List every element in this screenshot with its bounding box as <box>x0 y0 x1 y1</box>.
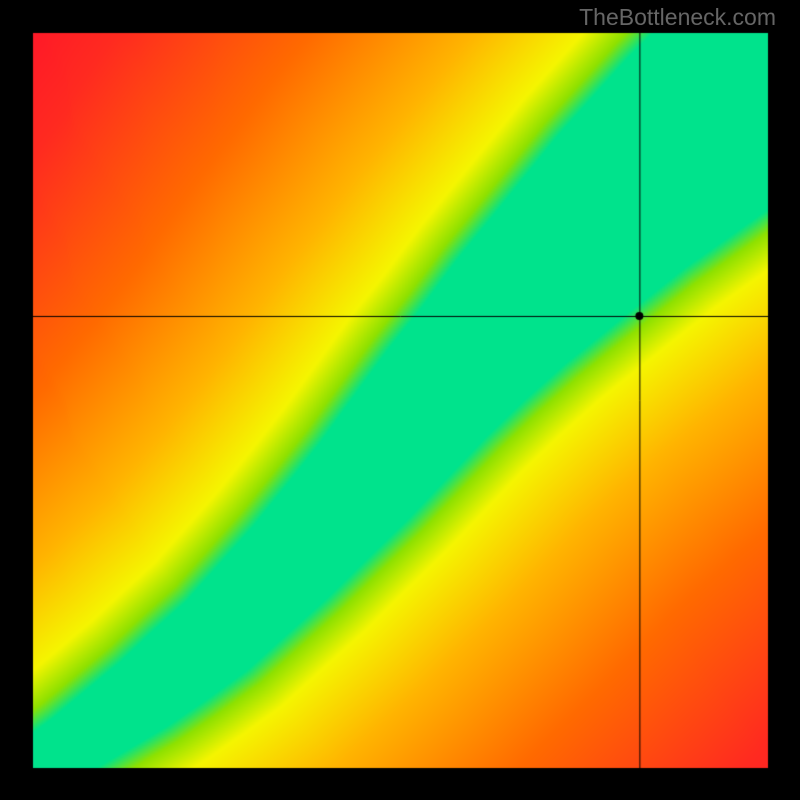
bottleneck-heatmap <box>0 0 800 800</box>
watermark-text: TheBottleneck.com <box>579 4 776 31</box>
chart-container: { "watermark": { "text": "TheBottleneck.… <box>0 0 800 800</box>
